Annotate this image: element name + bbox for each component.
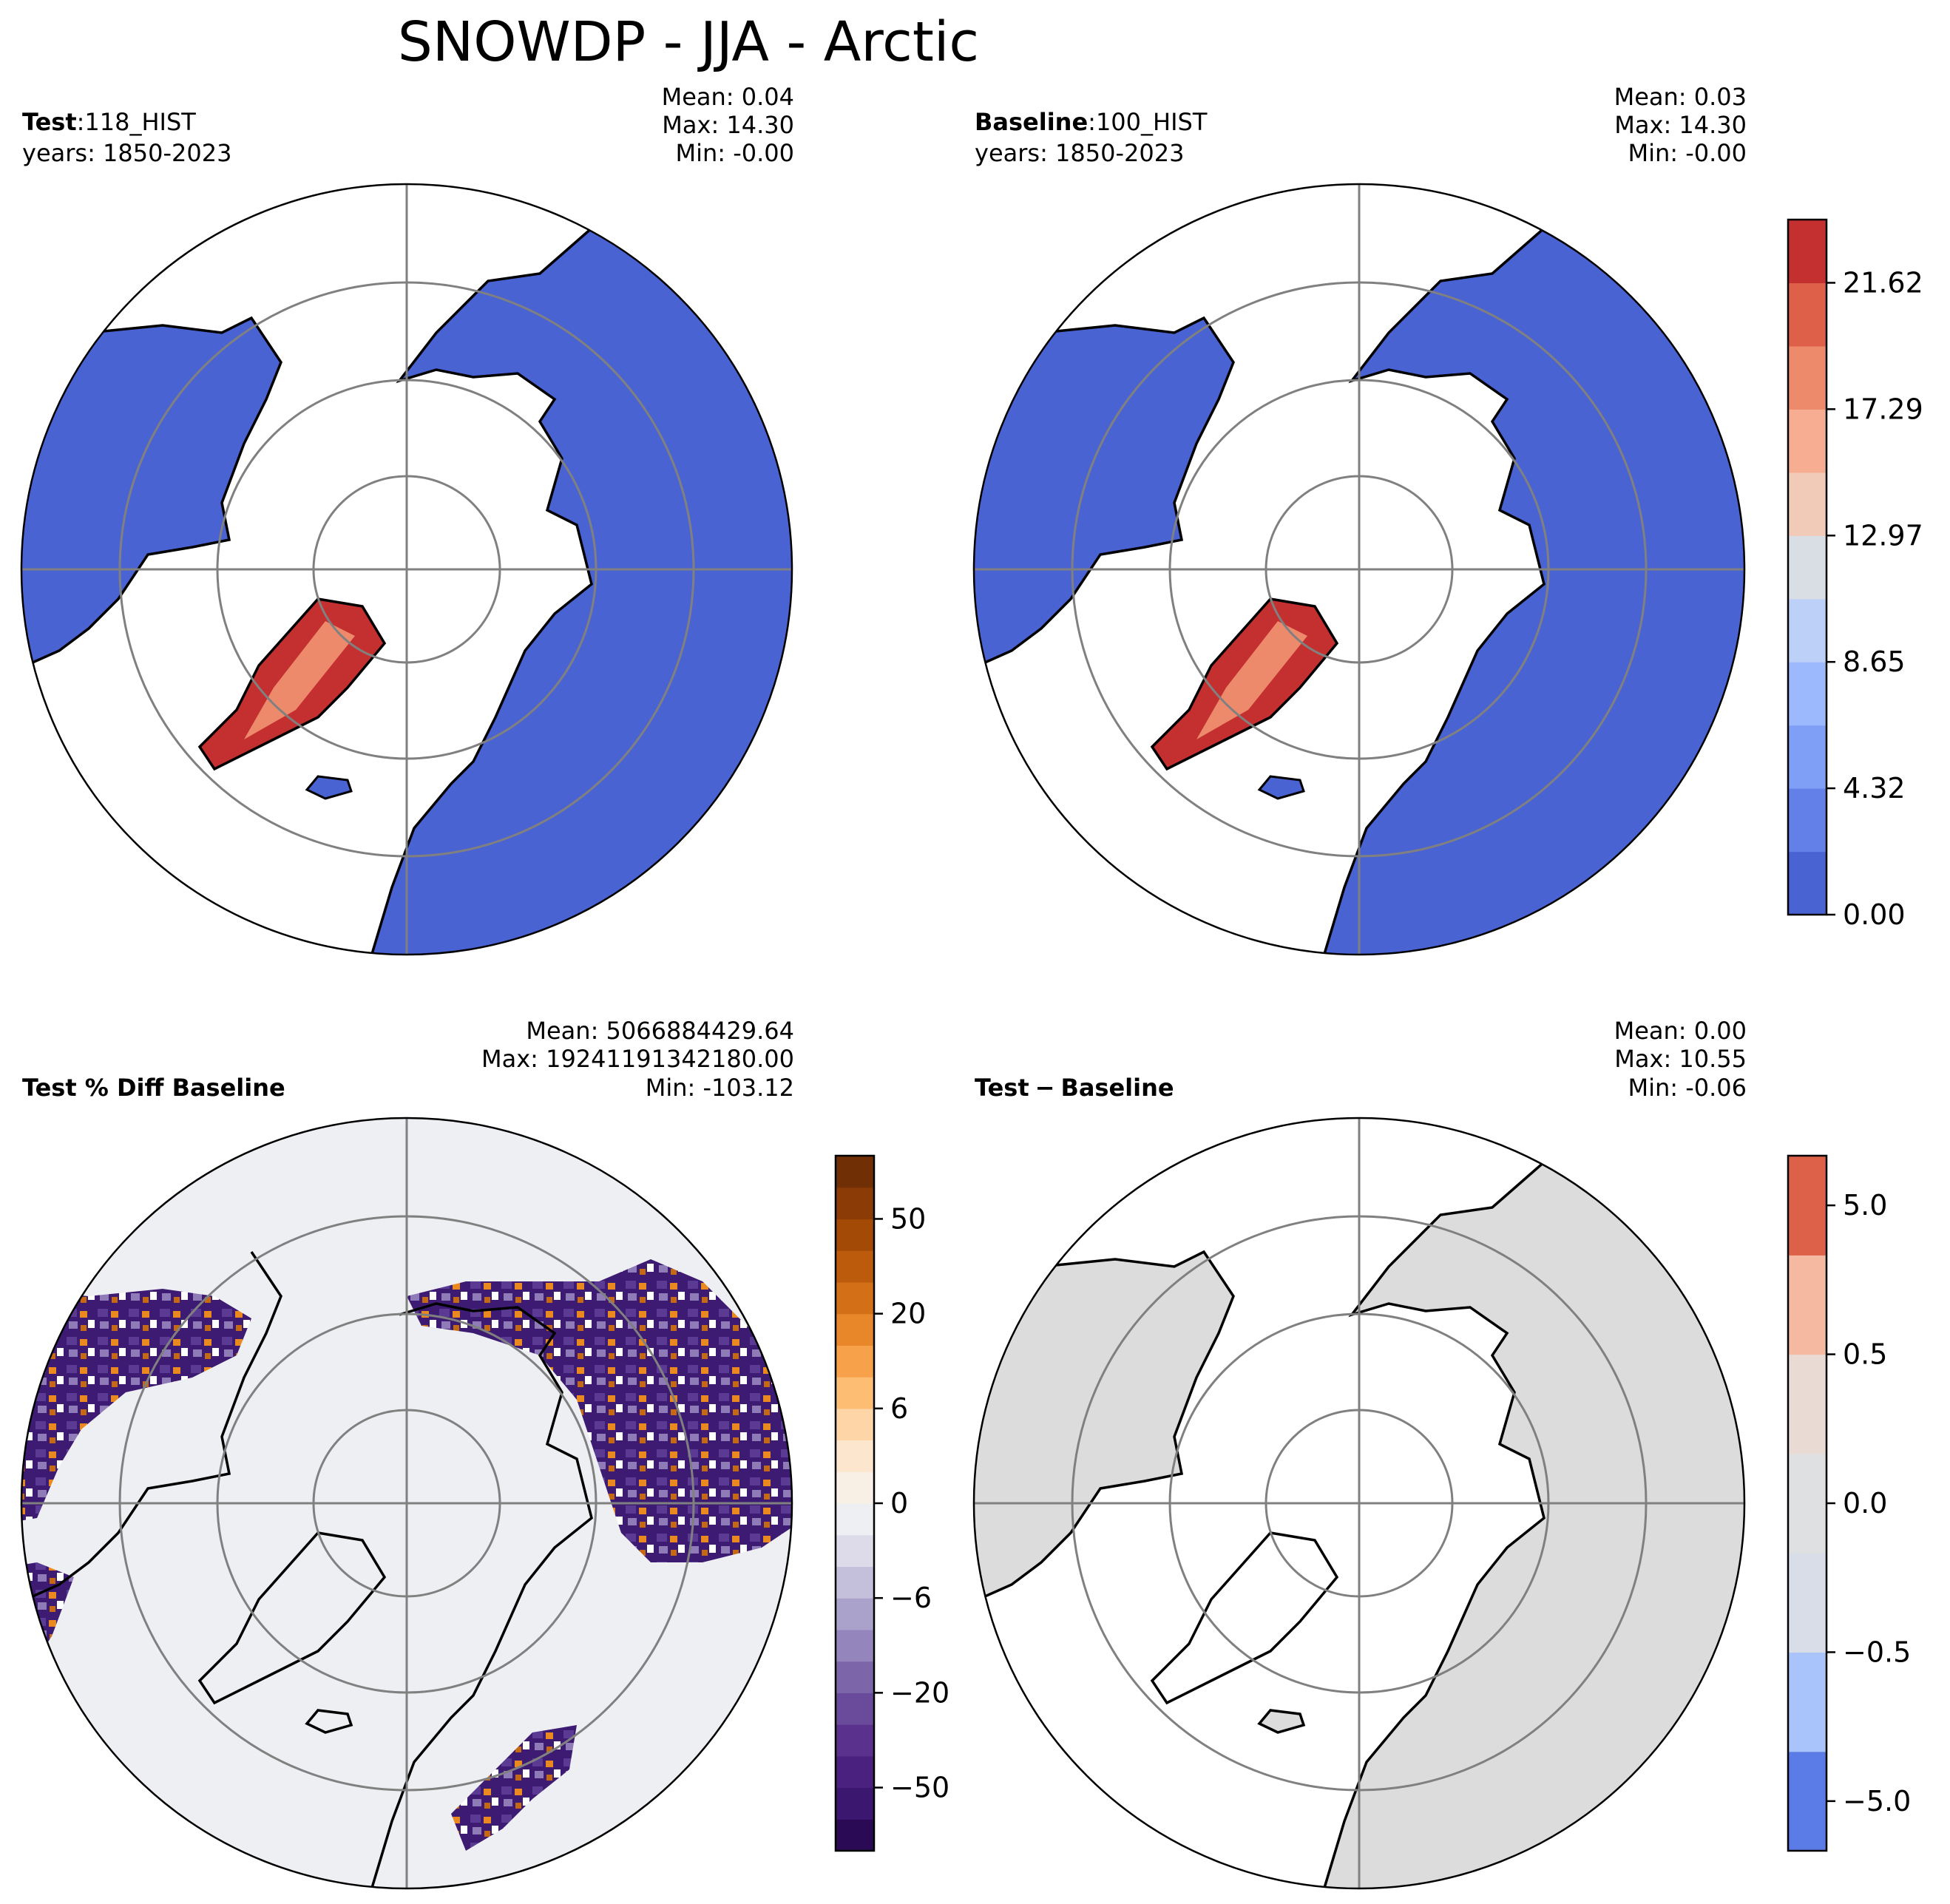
colorbar-main-segment bbox=[1788, 409, 1827, 473]
colorbar-diff-segment bbox=[1788, 1255, 1827, 1355]
panel-test: Test:118_HIST years: 1850-2023 Mean: 0.0… bbox=[20, 83, 794, 956]
colorbar-pct-segment bbox=[836, 1819, 874, 1852]
colorbar-pct-tick-label: −6 bbox=[890, 1582, 932, 1614]
diff-label: Test − Baseline bbox=[975, 1074, 1174, 1102]
north-america-snow bbox=[21, 316, 282, 682]
colorbar-diff-tick-label: 0.0 bbox=[1843, 1487, 1887, 1520]
panel-baseline: Baseline:100_HIST years: 1850-2023 Mean:… bbox=[972, 83, 1747, 956]
colorbar-diff-tick-label: 5.0 bbox=[1843, 1189, 1887, 1222]
test-case-label: Test:118_HIST bbox=[22, 108, 196, 136]
colorbar-main-tick-label: 8.65 bbox=[1843, 646, 1906, 678]
colorbar-pct-segment bbox=[836, 1693, 874, 1725]
colorbar-diff-segment bbox=[1788, 1553, 1827, 1653]
colorbar-diff-tick-label: −0.5 bbox=[1843, 1636, 1911, 1668]
colorbar-pct-tick-label: −50 bbox=[890, 1772, 949, 1804]
colorbar-pct-tick-label: 50 bbox=[890, 1202, 926, 1235]
baseline-max: Max: 14.30 bbox=[1614, 111, 1747, 139]
colorbar-pct-segment bbox=[836, 1598, 874, 1630]
north-america-diff bbox=[974, 1250, 1235, 1616]
colorbar-pct-segment bbox=[836, 1281, 874, 1315]
test-years: years: 1850-2023 bbox=[22, 139, 231, 167]
colorbar-main-segment bbox=[1788, 282, 1827, 347]
colorbar-pct-segment bbox=[836, 1440, 874, 1472]
colorbar-main-tick-label: 0.00 bbox=[1843, 898, 1906, 931]
colorbar-main-segment bbox=[1788, 851, 1827, 915]
baseline-min: Min: -0.00 bbox=[1628, 139, 1747, 167]
colorbar-pct-segment bbox=[836, 1755, 874, 1789]
colorbar-main-segment bbox=[1788, 220, 1827, 284]
colorbar-pct-segment bbox=[836, 1156, 874, 1188]
colorbar-pct-segment bbox=[836, 1629, 874, 1662]
colorbar-main-segment bbox=[1788, 725, 1827, 789]
colorbar-pct-segment bbox=[836, 1661, 874, 1693]
colorbar-diff-segment bbox=[1788, 1156, 1827, 1256]
test-min: Min: -0.00 bbox=[675, 139, 794, 167]
colorbar-main-segment bbox=[1788, 788, 1827, 853]
colorbar-pct-segment bbox=[836, 1187, 874, 1220]
colorbar-pct-segment bbox=[836, 1219, 874, 1251]
colorbar-main-tick-label: 21.62 bbox=[1843, 266, 1923, 299]
baseline-mean: Mean: 0.03 bbox=[1614, 83, 1747, 111]
colorbar-pct-diff: −50 −20 −6 0 6 20 50 bbox=[834, 1154, 949, 1852]
colorbar-main-segment bbox=[1788, 472, 1827, 536]
colorbar-pct-tick-label: 0 bbox=[890, 1487, 908, 1520]
colorbar-diff-segment bbox=[1788, 1652, 1827, 1752]
colorbar-main-tick-label: 12.97 bbox=[1843, 519, 1923, 552]
colorbar-diff-tick-label: −5.0 bbox=[1843, 1785, 1911, 1817]
colorbar-diff: −5.0 −0.5 0.0 0.5 5.0 bbox=[1787, 1154, 1911, 1852]
test-map bbox=[21, 184, 792, 955]
colorbar-pct-segment bbox=[836, 1313, 874, 1346]
pctdiff-max: Max: 19241191342180.00 bbox=[481, 1045, 794, 1073]
north-america-pct bbox=[21, 1289, 251, 1525]
colorbar-pct-segment bbox=[836, 1377, 874, 1409]
colorbar-main-segment bbox=[1788, 345, 1827, 410]
baseline-case-label: Baseline:100_HIST bbox=[975, 108, 1208, 136]
colorbar-pct-tick-label: 6 bbox=[890, 1392, 908, 1425]
colorbar-pct-segment bbox=[836, 1408, 874, 1441]
colorbar-pct-segment bbox=[836, 1503, 874, 1536]
figure-title: SNOWDP - JJA - Arctic bbox=[398, 10, 979, 74]
baseline-map bbox=[974, 184, 1744, 955]
pctdiff-min: Min: -103.12 bbox=[646, 1074, 794, 1102]
colorbar-diff-tick-label: 0.5 bbox=[1843, 1338, 1887, 1371]
colorbar-main-tick-label: 17.29 bbox=[1843, 393, 1923, 425]
colorbar-pct-segment bbox=[836, 1566, 874, 1599]
colorbar-pct-segment bbox=[836, 1787, 874, 1820]
pctdiff-mean: Mean: 5066884429.64 bbox=[526, 1017, 794, 1045]
colorbar-pct-segment bbox=[836, 1724, 874, 1757]
colorbar-main-segment bbox=[1788, 598, 1827, 663]
colorbar-pct-tick-label: −20 bbox=[890, 1676, 949, 1709]
colorbar-diff-segment bbox=[1788, 1751, 1827, 1852]
pctdiff-map bbox=[21, 1118, 792, 1888]
diff-max: Max: 10.55 bbox=[1614, 1045, 1747, 1073]
panel-diff: Test − Baseline Mean: 0.00 Max: 10.55 Min:… bbox=[972, 1017, 1747, 1890]
colorbar-pct-tick-label: 20 bbox=[890, 1298, 926, 1330]
colorbar-main: 0.00 4.32 8.65 12.97 17.29 21.62 bbox=[1787, 218, 1923, 931]
eurasia-pct bbox=[407, 1259, 792, 1562]
colorbar-pct-segment bbox=[836, 1534, 874, 1568]
colorbar-main-frame bbox=[1787, 218, 1828, 916]
colorbar-pct-segment bbox=[836, 1250, 874, 1283]
colorbar-diff-segment bbox=[1788, 1354, 1827, 1454]
test-mean: Mean: 0.04 bbox=[662, 83, 794, 111]
diff-min: Min: -0.06 bbox=[1628, 1074, 1747, 1102]
baseline-years: years: 1850-2023 bbox=[975, 139, 1184, 167]
colorbar-pct-segment bbox=[836, 1345, 874, 1378]
north-america-snow bbox=[974, 316, 1235, 682]
colorbar-diff-segment bbox=[1788, 1453, 1827, 1554]
colorbar-main-segment bbox=[1788, 535, 1827, 600]
colorbar-main-segment bbox=[1788, 662, 1827, 726]
pctdiff-label: Test % Diff Baseline bbox=[22, 1074, 285, 1102]
panel-pct-diff: Test % Diff Baseline Mean: 5066884429.64… bbox=[20, 1017, 794, 1890]
diff-map bbox=[974, 1118, 1744, 1888]
colorbar-main-tick-label: 4.32 bbox=[1843, 772, 1906, 804]
colorbar-pct-segment bbox=[836, 1471, 874, 1504]
diff-mean: Mean: 0.00 bbox=[1614, 1017, 1747, 1045]
test-max: Max: 14.30 bbox=[662, 111, 794, 139]
